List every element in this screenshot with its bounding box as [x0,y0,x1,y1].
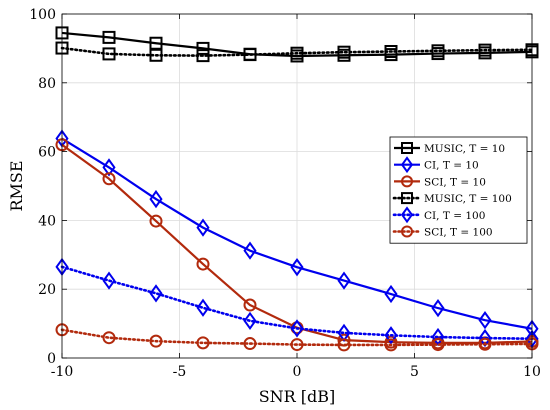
diamond-marker [243,241,257,260]
diamond-marker [290,258,304,277]
circle-marker [102,331,116,345]
diamond-marker [478,311,492,330]
circle-marker [401,175,413,188]
legend-label: MUSIC, T = 10 [424,143,505,155]
legend-label: CI, T = 100 [424,210,485,222]
circle-marker [149,214,163,228]
x-tick-label: 0 [293,364,302,380]
y-tick-label: 40 [38,213,56,229]
circle-marker [196,336,210,350]
y-tick-label: 100 [29,7,56,23]
square-marker [478,43,492,57]
circle-marker [401,225,413,238]
diamond-marker [384,284,398,304]
y-tick-label: 80 [38,76,56,92]
series-line [60,328,534,347]
diamond-marker [196,218,210,237]
diamond-marker [196,298,210,317]
series-line [60,265,534,341]
series-line [60,46,534,57]
diamond-marker [384,326,398,345]
diamond-marker [102,271,116,290]
circle-marker [337,338,351,352]
diamond-marker [149,284,163,303]
circle-marker [243,337,257,351]
circle-marker [243,298,257,312]
square-marker [401,192,413,205]
square-marker [401,142,413,154]
diamond-marker [400,206,414,224]
y-tick-label: 20 [38,282,56,298]
y-tick-label: 0 [47,351,56,367]
legend-label: CI, T = 10 [424,160,479,172]
x-tick-label: -5 [173,364,187,380]
x-tick-label: 5 [410,364,419,380]
diamond-marker [243,311,257,330]
diamond-marker [149,189,163,209]
diamond-marker [400,156,414,174]
x-tick-label: -10 [51,364,74,380]
circle-marker [478,337,492,351]
diamond-marker [290,319,304,338]
x-tick-label: 10 [523,364,541,380]
square-marker [102,30,116,44]
circle-marker [149,334,163,348]
square-marker [431,44,445,58]
diamond-marker [337,271,351,290]
square-marker [384,44,398,58]
y-axis-label: RMSE [7,160,26,211]
square-marker [196,41,210,55]
square-marker [337,45,351,59]
square-marker [243,48,257,62]
diamond-marker [431,298,445,318]
diamond-marker [102,158,116,177]
circle-marker [102,172,116,186]
series-line [61,137,533,330]
square-marker [102,47,116,61]
circle-marker [196,257,210,271]
series-line [61,31,533,58]
x-axis-label: SNR [dB] [259,387,336,406]
legend: MUSIC, T = 10 CI, T = 10 SCI, T = 10 MUSIC,… [389,136,528,244]
square-marker [290,46,304,60]
square-marker [149,48,163,62]
circle-marker [431,338,445,352]
square-marker [149,36,163,50]
square-marker [196,49,210,63]
legend-label: MUSIC, T = 100 [424,193,512,205]
y-tick-label: 60 [38,145,56,161]
circle-marker [290,338,304,352]
legend-label: SCI, T = 10 [424,176,486,188]
legend-box [389,136,528,244]
circle-marker [384,338,398,352]
legend-label: SCI, T = 100 [424,227,493,239]
